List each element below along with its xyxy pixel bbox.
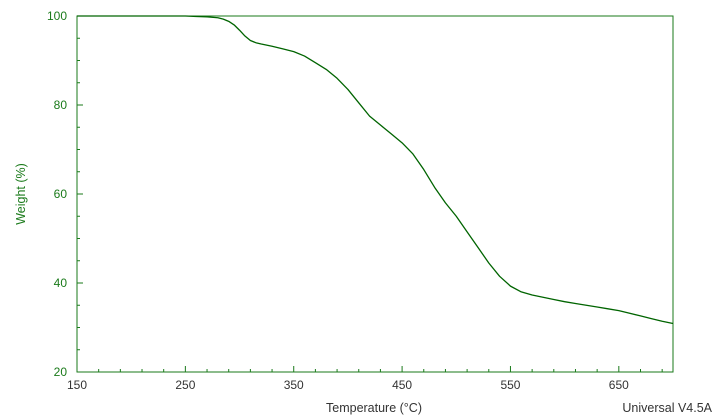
x-tick-label: 250 [175,378,195,392]
x-tick-label: 150 [67,378,87,392]
x-tick-label: 650 [609,378,629,392]
y-axis-label: Weight (%) [14,163,28,225]
x-tick-label: 350 [284,378,304,392]
x-tick-label: 550 [500,378,520,392]
y-tick-label: 60 [54,187,68,201]
y-axis-tick-labels: 20 40 60 80 100 [47,9,67,379]
y-tick-label: 20 [54,365,68,379]
x-axis-ticks [76,366,663,372]
y-tick-label: 100 [47,9,67,23]
plot-area-frame [76,15,674,373]
series-layer [77,15,674,325]
y-tick-label: 40 [54,276,68,290]
software-version-label: Universal V4.5A [622,401,712,415]
y-axis-ticks [77,15,83,373]
weight-curve-line [77,15,674,325]
y-tick-label: 80 [54,98,68,112]
x-tick-label: 450 [392,378,412,392]
x-axis-label: Temperature (°C) [326,401,422,415]
x-axis-tick-labels: 150 250 350 450 550 650 [67,378,629,392]
